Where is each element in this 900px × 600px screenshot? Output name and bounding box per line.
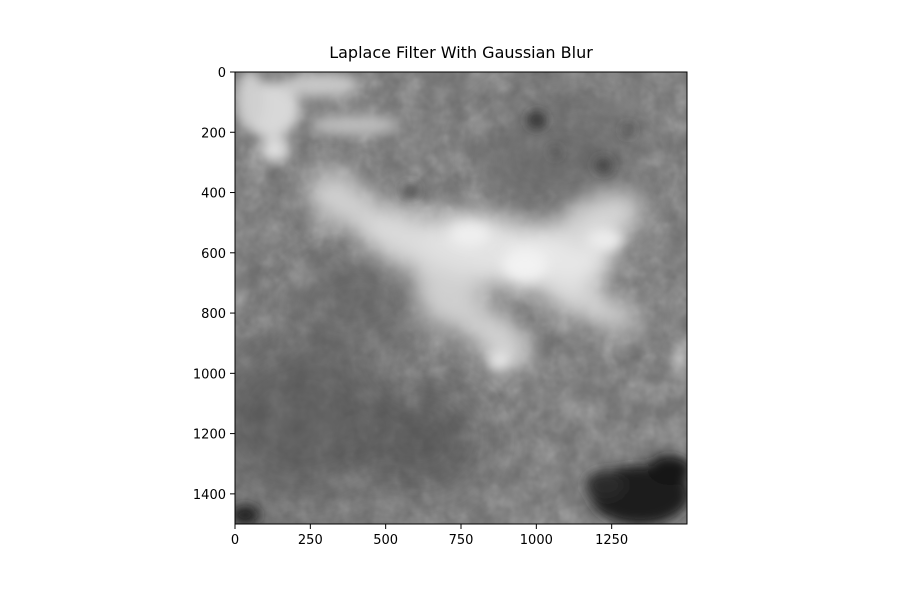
y-tick-label: 1400 <box>193 488 226 503</box>
y-tick-label: 600 <box>201 247 226 262</box>
bright-highlights <box>450 223 685 372</box>
x-tick-label: 750 <box>449 533 474 548</box>
x-tick-label: 1000 <box>520 533 553 548</box>
upper-bright-patches <box>236 72 400 162</box>
dark-terrain <box>235 100 640 500</box>
y-tick-label: 0 <box>218 66 226 81</box>
y-axis: 0 200 400 600 800 1000 1200 1400 <box>193 66 235 503</box>
x-tick-label: 0 <box>231 533 239 548</box>
x-tick-label: 250 <box>298 533 323 548</box>
dark-spots <box>402 112 633 196</box>
dark-corner-region <box>235 455 687 524</box>
chart-title: Laplace Filter With Gaussian Blur <box>329 43 593 62</box>
y-tick-label: 1000 <box>193 367 226 382</box>
x-axis: 0 250 500 750 1000 1250 <box>231 524 628 548</box>
y-tick-label: 1200 <box>193 428 226 443</box>
grayscale-image <box>235 72 687 524</box>
x-tick-label: 1250 <box>595 533 628 548</box>
x-tick-label: 500 <box>373 533 398 548</box>
y-tick-label: 200 <box>201 126 226 141</box>
y-tick-label: 400 <box>201 187 226 202</box>
y-tick-label: 800 <box>201 307 226 322</box>
